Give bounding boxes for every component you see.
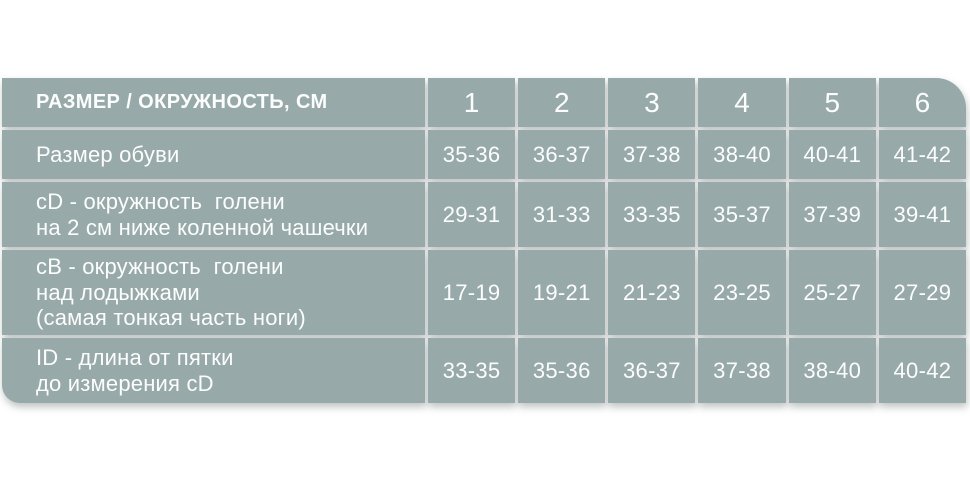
cell-value: 37-39 [788,182,876,247]
cell-value: 19-21 [518,250,606,335]
column-header-2: 2 [518,78,606,127]
column-header-6: 6 [878,78,966,127]
cell-value: 38-40 [788,338,876,403]
cell-value: 17-19 [428,250,516,335]
row-label-cd-circumference: cD - окружность голени на 2 см ниже коле… [2,182,425,247]
cell-value: 37-38 [608,130,696,179]
row-label-cb-circumference: cB - окружность голени над лодыжками (са… [2,250,425,335]
cell-value: 35-36 [518,338,606,403]
row-label-shoe-size: Размер обуви [2,130,425,179]
cell-value: 40-42 [878,338,966,403]
cell-value: 33-35 [428,338,516,403]
cell-value: 31-33 [518,182,606,247]
cell-value: 40-41 [788,130,876,179]
column-header-4: 4 [698,78,786,127]
cell-value: 35-37 [698,182,786,247]
cell-value: 27-29 [878,250,966,335]
size-table: РАЗМЕР / ОКРУЖНОСТЬ, СМ 1 2 3 4 5 6 Разм… [2,78,966,403]
cell-value: 23-25 [698,250,786,335]
cell-value: 25-27 [788,250,876,335]
row-label-id-length: ID - длина от пятки до измерения cD [2,338,425,403]
cell-value: 37-38 [698,338,786,403]
cell-value: 33-35 [608,182,696,247]
cell-value: 35-36 [428,130,516,179]
cell-value: 41-42 [878,130,966,179]
cell-value: 39-41 [878,182,966,247]
cell-value: 36-37 [518,130,606,179]
column-header-1: 1 [428,78,516,127]
table-title: РАЗМЕР / ОКРУЖНОСТЬ, СМ [2,78,425,127]
cell-value: 21-23 [608,250,696,335]
column-header-5: 5 [788,78,876,127]
cell-value: 29-31 [428,182,516,247]
cell-value: 36-37 [608,338,696,403]
size-chart: РАЗМЕР / ОКРУЖНОСТЬ, СМ 1 2 3 4 5 6 Разм… [2,78,966,403]
column-header-3: 3 [608,78,696,127]
cell-value: 38-40 [698,130,786,179]
